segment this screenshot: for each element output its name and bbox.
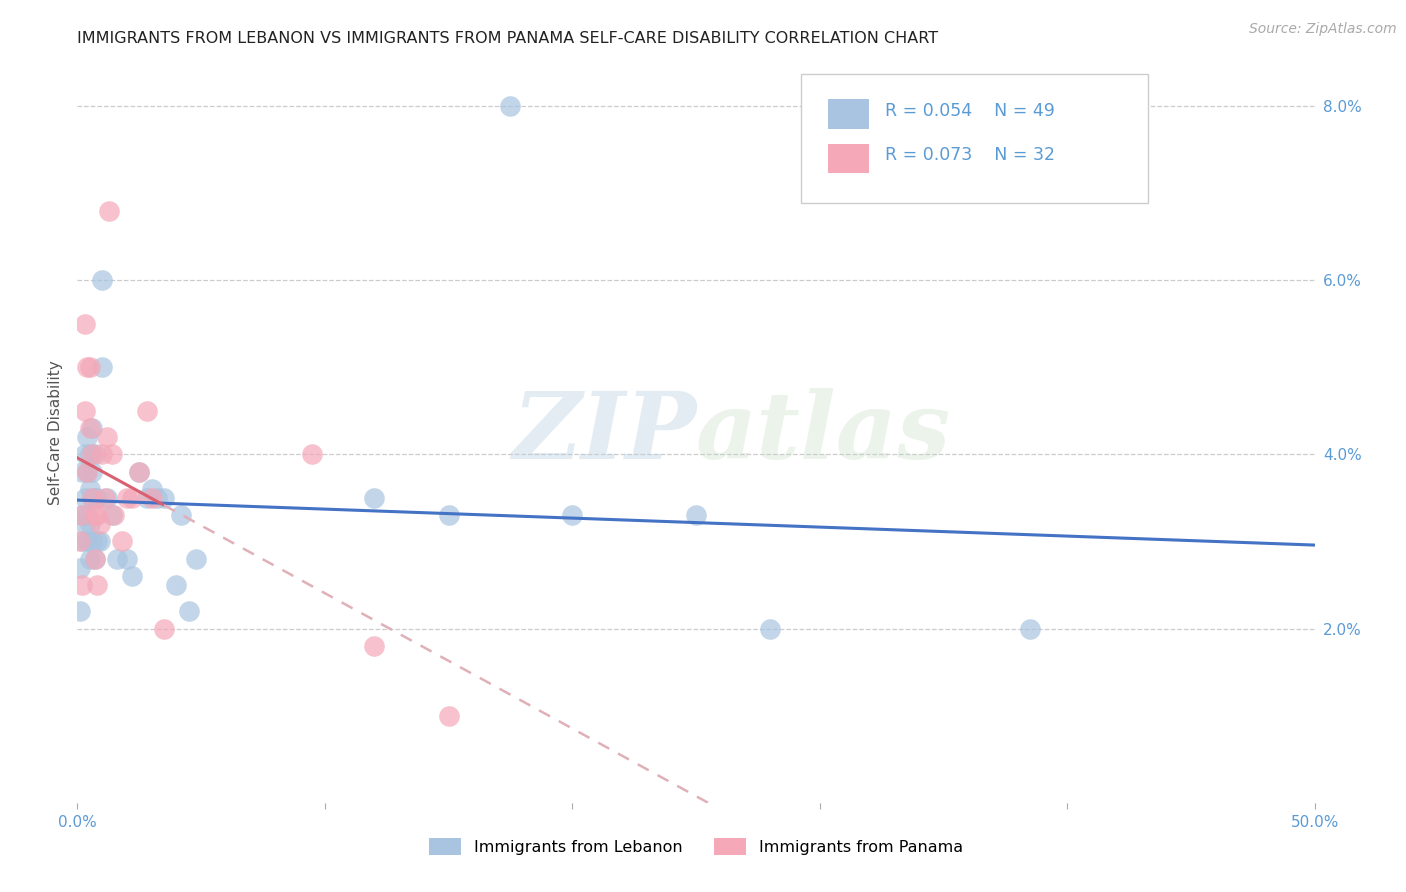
Point xyxy=(83,552,105,566)
Point xyxy=(86,534,108,549)
Point xyxy=(83,491,105,505)
Point xyxy=(111,534,134,549)
Point xyxy=(759,622,782,636)
Point xyxy=(135,404,157,418)
Point xyxy=(82,447,104,461)
Text: IMMIGRANTS FROM LEBANON VS IMMIGRANTS FROM PANAMA SELF-CARE DISABILITY CORRELATI: IMMIGRANTS FROM LEBANON VS IMMIGRANTS FR… xyxy=(77,31,938,46)
Point xyxy=(141,491,163,505)
Point xyxy=(72,465,94,479)
Point xyxy=(72,508,94,523)
Point xyxy=(79,552,101,566)
Point xyxy=(184,552,207,566)
Point xyxy=(135,491,157,505)
FancyBboxPatch shape xyxy=(801,73,1147,203)
Point xyxy=(76,430,98,444)
Bar xyxy=(828,144,869,173)
Point xyxy=(79,360,101,375)
Point xyxy=(141,482,163,496)
Point xyxy=(115,491,138,505)
Point xyxy=(437,708,460,723)
Point xyxy=(82,465,104,479)
Point xyxy=(76,508,98,523)
Point xyxy=(69,604,91,618)
Point xyxy=(86,491,108,505)
Point xyxy=(96,491,118,505)
Text: R = 0.054    N = 49: R = 0.054 N = 49 xyxy=(886,102,1054,120)
Point xyxy=(561,508,583,523)
Point xyxy=(153,622,176,636)
Point xyxy=(73,447,96,461)
Point xyxy=(73,491,96,505)
Point xyxy=(153,491,176,505)
Y-axis label: Self-Care Disability: Self-Care Disability xyxy=(48,360,63,505)
Point xyxy=(83,508,105,523)
Point xyxy=(128,465,150,479)
Point xyxy=(98,203,121,218)
Text: atlas: atlas xyxy=(696,388,952,477)
Text: Source: ZipAtlas.com: Source: ZipAtlas.com xyxy=(1249,22,1396,37)
Point xyxy=(83,447,105,461)
Point xyxy=(69,534,91,549)
Point xyxy=(86,578,108,592)
Bar xyxy=(828,99,869,129)
Point xyxy=(79,482,101,496)
Point xyxy=(79,421,101,435)
Point xyxy=(72,578,94,592)
Point xyxy=(76,465,98,479)
Point xyxy=(121,491,143,505)
Point xyxy=(73,317,96,331)
Point xyxy=(82,534,104,549)
Point xyxy=(96,430,118,444)
Point xyxy=(83,552,105,566)
Text: R = 0.073    N = 32: R = 0.073 N = 32 xyxy=(886,146,1056,164)
Point xyxy=(685,508,707,523)
Point xyxy=(177,604,200,618)
Point xyxy=(128,465,150,479)
Point xyxy=(89,517,111,532)
Point xyxy=(437,508,460,523)
Point xyxy=(79,447,101,461)
Text: ZIP: ZIP xyxy=(512,388,696,477)
Point xyxy=(76,534,98,549)
Point xyxy=(82,491,104,505)
Point xyxy=(499,99,522,113)
Point xyxy=(73,517,96,532)
Point xyxy=(101,447,124,461)
Legend: Immigrants from Lebanon, Immigrants from Panama: Immigrants from Lebanon, Immigrants from… xyxy=(423,831,969,862)
Point xyxy=(363,639,385,653)
Point xyxy=(72,508,94,523)
Point xyxy=(79,517,101,532)
Point xyxy=(121,569,143,583)
Point xyxy=(170,508,193,523)
Point xyxy=(103,508,125,523)
Point xyxy=(115,552,138,566)
Point xyxy=(91,447,114,461)
Point xyxy=(73,404,96,418)
Point xyxy=(89,534,111,549)
Point xyxy=(165,578,187,592)
Point xyxy=(1019,622,1042,636)
Point xyxy=(91,273,114,287)
Point xyxy=(91,360,114,375)
Point xyxy=(72,534,94,549)
Point xyxy=(93,491,115,505)
Point xyxy=(82,421,104,435)
Point xyxy=(301,447,323,461)
Point xyxy=(145,491,167,505)
Point xyxy=(86,508,108,523)
Point xyxy=(76,465,98,479)
Point xyxy=(363,491,385,505)
Point xyxy=(82,491,104,505)
Point xyxy=(76,360,98,375)
Point xyxy=(69,560,91,574)
Point xyxy=(101,508,124,523)
Point xyxy=(105,552,128,566)
